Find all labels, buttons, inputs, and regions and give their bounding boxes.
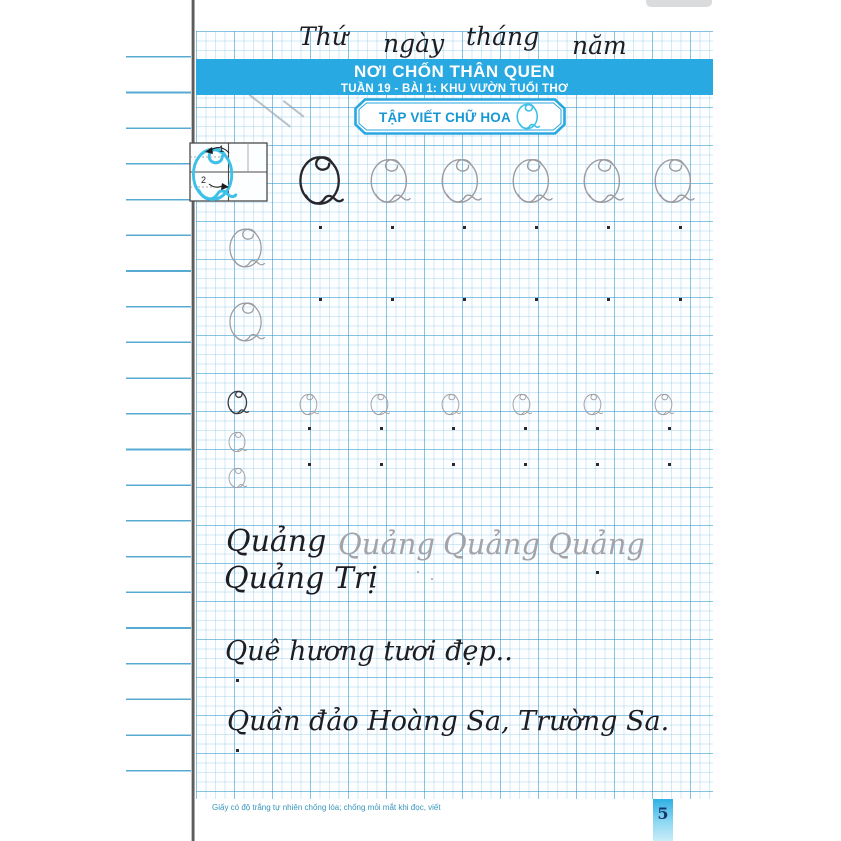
small-q-trace (228, 431, 248, 453)
lesson-title: NƠI CHỐN THÂN QUEN (353, 62, 556, 81)
start-dot (679, 226, 682, 229)
start-dot (417, 571, 419, 573)
big-q-trace-row (369, 153, 697, 209)
start-dot (524, 463, 527, 466)
start-dot (308, 427, 311, 430)
start-dot (308, 463, 311, 466)
start-dot (607, 226, 610, 229)
header-date-word: ngày (383, 29, 445, 58)
start-dot (596, 571, 599, 574)
facing-page-ruled-lines (126, 56, 192, 772)
header-year-word: năm (572, 31, 627, 60)
sentence-line: Quần đảo Hoàng Sa, Trường Sa. (227, 706, 670, 737)
big-q-trace (229, 302, 266, 342)
stroke-2-number: 2 (201, 175, 206, 185)
small-q-trace (299, 393, 320, 416)
start-dot (535, 298, 538, 301)
dot-row (319, 298, 682, 301)
big-q-trace (441, 159, 482, 203)
dot-row (319, 226, 682, 229)
start-dot (668, 427, 671, 430)
big-q-trace (370, 159, 411, 203)
start-dot (679, 298, 682, 301)
paper-quality-note: Giấy có độ trắng tự nhiên chống lóa; chố… (212, 803, 441, 812)
stroke-guide-box: 1 2 (189, 142, 268, 202)
big-q-trace (229, 228, 266, 268)
place-name-line: Quảng Trị (224, 561, 378, 596)
start-dot (380, 427, 383, 430)
start-dot (535, 226, 538, 229)
badge-label: TẬP VIẾT CHỮ HOA (379, 110, 511, 125)
big-q-trace (512, 159, 553, 203)
start-dot (319, 226, 322, 229)
start-dot (319, 298, 322, 301)
start-dot (452, 427, 455, 430)
stroke-1-arrow-icon (210, 147, 230, 154)
badge-letter-q-icon (516, 103, 541, 130)
small-q-trace (370, 393, 391, 416)
start-dot (596, 463, 599, 466)
stroke-1-number: 1 (219, 144, 224, 154)
badge-border (354, 98, 566, 135)
small-q-trace (654, 393, 675, 416)
start-dot (668, 463, 671, 466)
stroke-2-arrow-icon (208, 183, 223, 188)
start-dot (431, 578, 433, 580)
start-dot (463, 226, 466, 229)
scan-corner-artifact (646, 0, 712, 7)
page-number: 5 (653, 799, 673, 841)
word-trace: Quảng (443, 527, 540, 561)
small-q-trace (583, 393, 604, 416)
start-dot (524, 427, 527, 430)
small-q-trace-row (299, 391, 675, 418)
big-q-model (299, 156, 344, 205)
start-dot (391, 298, 394, 301)
word-model: Quảng (226, 524, 327, 559)
grid-paper (196, 31, 713, 799)
small-q-trace (228, 467, 248, 489)
practice-badge: TẬP VIẾT CHỮ HOA (354, 98, 566, 135)
word-trace: Quảng (338, 527, 435, 561)
header-day-word: Thứ (299, 22, 348, 51)
start-dot (391, 226, 394, 229)
big-q-trace (583, 159, 624, 203)
start-dot (236, 749, 239, 752)
start-dot (463, 298, 466, 301)
start-dot (236, 679, 239, 682)
header-month-word: tháng (466, 22, 540, 51)
dot-row (308, 463, 671, 466)
word-trace: Quảng (548, 527, 645, 561)
dot-row (308, 427, 671, 430)
start-dot (452, 463, 455, 466)
small-q-model (227, 390, 250, 415)
lesson-banner: NƠI CHỐN THÂN QUEN TUẦN 19 - BÀI 1: KHU … (196, 59, 713, 95)
sentence-line: Quê hương tươi đẹp.. (225, 636, 513, 667)
small-q-trace (512, 393, 533, 416)
start-dot (607, 298, 610, 301)
start-dot (380, 463, 383, 466)
small-q-trace (441, 393, 462, 416)
book-spine (191, 0, 195, 841)
start-dot (596, 427, 599, 430)
big-q-trace (654, 159, 695, 203)
lesson-subtitle: TUẦN 19 - BÀI 1: KHU VƯỜN TUỔI THƠ (340, 83, 569, 95)
